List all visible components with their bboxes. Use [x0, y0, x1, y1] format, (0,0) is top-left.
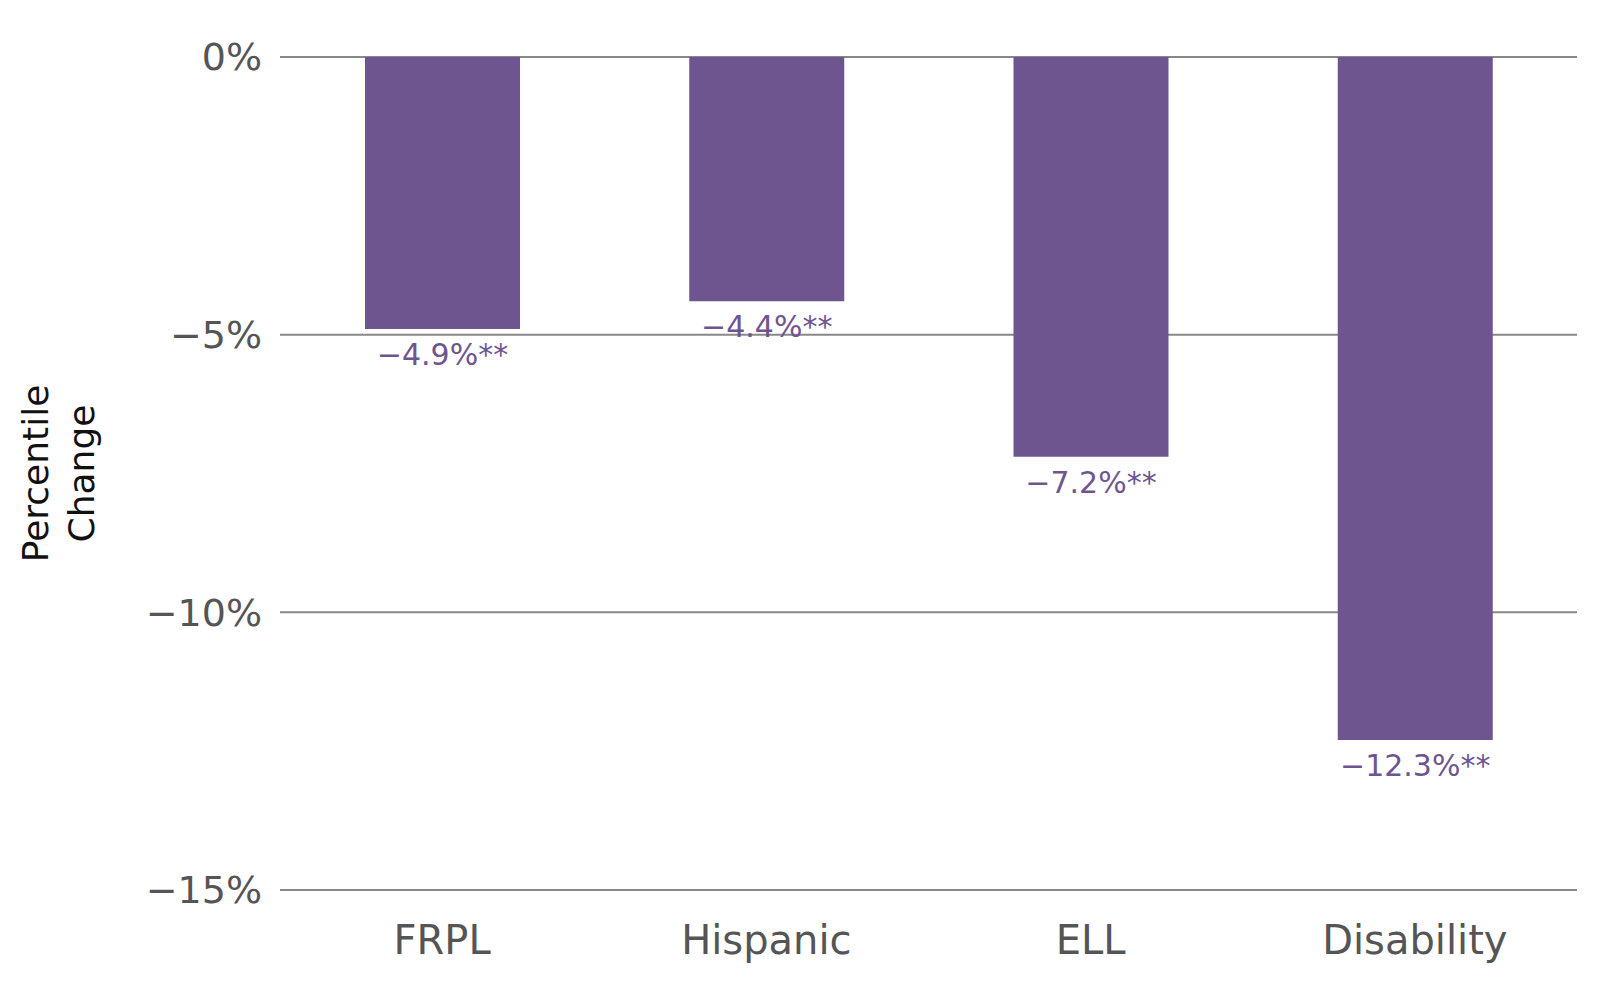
svg-text:Change: Change: [61, 405, 102, 543]
svg-text:FRPL: FRPL: [394, 917, 492, 963]
svg-text:−5%: −5%: [170, 313, 262, 357]
svg-text:Hispanic: Hispanic: [681, 917, 851, 963]
svg-text:−12.3%**: −12.3%**: [1340, 748, 1490, 783]
svg-text:−10%: −10%: [146, 591, 262, 635]
svg-text:−7.2%**: −7.2%**: [1025, 465, 1156, 500]
svg-text:ELL: ELL: [1056, 917, 1127, 963]
svg-text:−4.4%**: −4.4%**: [701, 309, 832, 344]
svg-text:−4.9%**: −4.9%**: [377, 337, 508, 372]
svg-text:−15%: −15%: [146, 868, 262, 912]
svg-text:Percentile: Percentile: [15, 385, 56, 563]
svg-text:Disability: Disability: [1322, 917, 1507, 963]
svg-text:0%: 0%: [202, 35, 262, 79]
